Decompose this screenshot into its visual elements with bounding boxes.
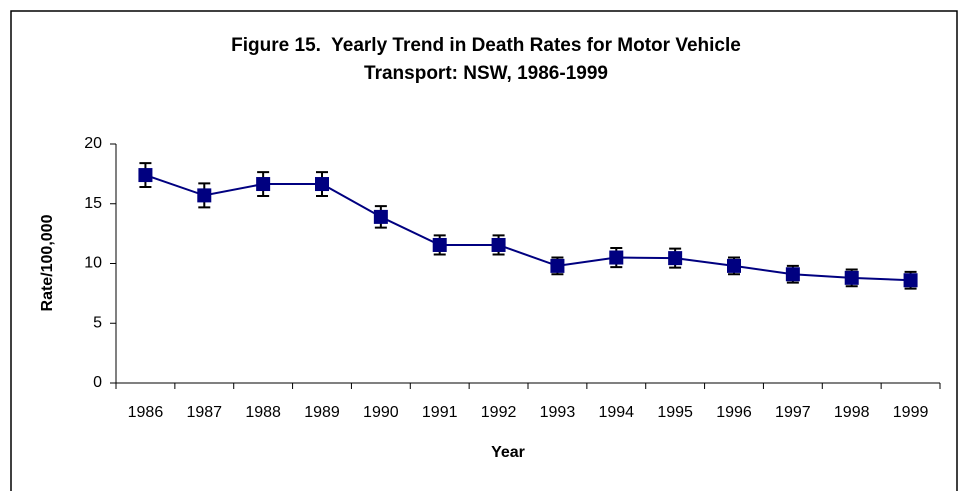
data-point: [785, 267, 800, 282]
y-tick-label: 15: [84, 195, 102, 212]
data-point: [256, 177, 271, 192]
x-tick-label: 1999: [893, 404, 929, 421]
y-tick-label: 5: [93, 314, 102, 331]
data-point: [550, 258, 565, 273]
x-tick-label: 1988: [245, 404, 281, 421]
chart-title: Transport: NSW, 1986-1999: [364, 63, 608, 84]
x-tick-label: 1991: [422, 404, 458, 421]
data-line: [145, 174, 911, 282]
y-axis-title: Rate/100,000: [39, 214, 56, 311]
data-point: [138, 168, 153, 183]
x-tick-label: 1992: [481, 404, 517, 421]
data-point: [609, 250, 624, 265]
x-tick-label: 1994: [598, 404, 634, 421]
chart-frame: [10, 10, 958, 491]
x-tick-label: 1995: [657, 404, 693, 421]
y-tick-label: 20: [84, 135, 102, 152]
x-tick-label: 1997: [775, 404, 811, 421]
x-tick-label: 1989: [304, 404, 340, 421]
x-axis-title: Year: [491, 444, 525, 461]
data-point: [844, 270, 859, 285]
x-tick-label: 1993: [540, 404, 576, 421]
x-tick-label: 1990: [363, 404, 399, 421]
x-tick-label: 1996: [716, 404, 752, 421]
y-tick-label: 0: [93, 374, 102, 391]
x-tick-label: 1998: [834, 404, 870, 421]
x-tick-label: 1986: [128, 404, 164, 421]
data-point: [373, 209, 388, 224]
data-point: [727, 258, 741, 273]
data-point: [491, 237, 506, 252]
data-point: [432, 237, 447, 252]
data-point: [903, 273, 918, 288]
x-tick-label: 1987: [186, 404, 222, 421]
data-point: [197, 188, 212, 203]
data-point: [668, 251, 683, 266]
chart-title: Figure 15. Yearly Trend in Death Rates f…: [231, 35, 741, 56]
data-point: [315, 177, 329, 192]
y-tick-label: 10: [84, 255, 102, 272]
